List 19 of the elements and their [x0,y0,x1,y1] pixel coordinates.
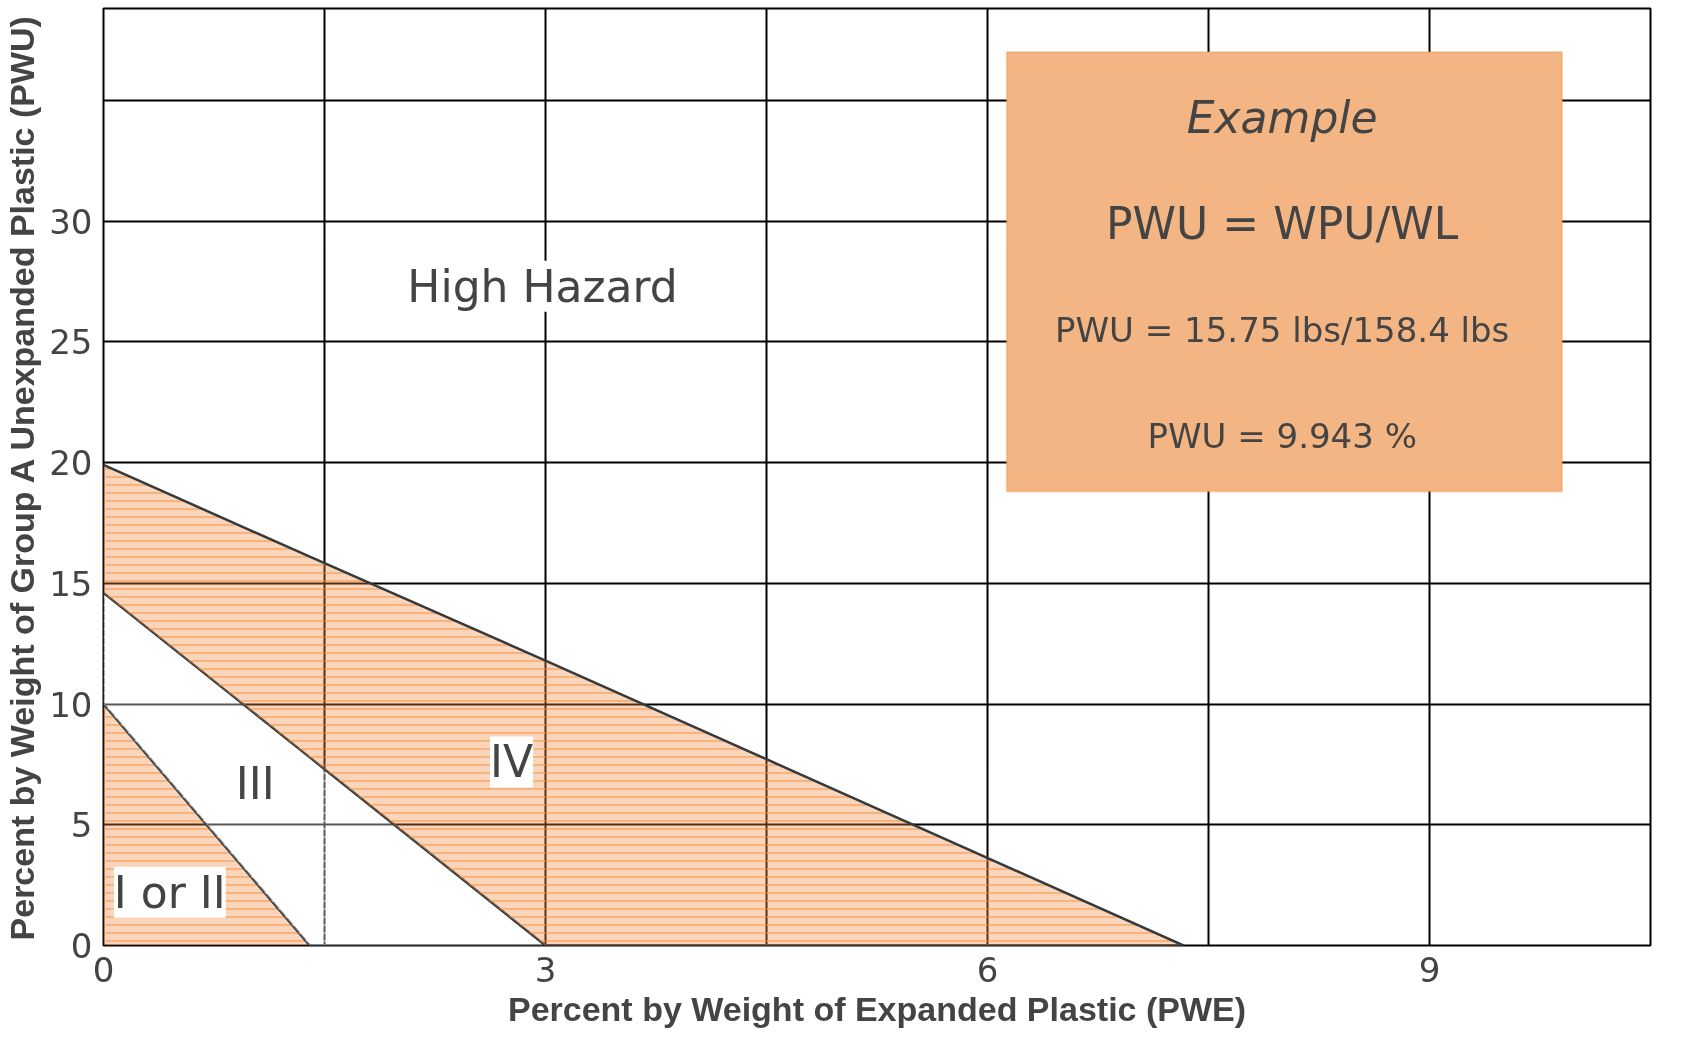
annotation: PWU = 9.943 % [1147,415,1417,456]
annotation: Example [1186,91,1378,143]
annotation: PWU = 15.75 lbs/158.4 lbs [1055,309,1510,350]
x-axis-title: Percent by Weight of Expanded Plastic (PWE) [507,989,1247,1028]
y-tick-label: 25 [49,322,93,363]
y-tick-label: 5 [70,805,93,846]
x-tick-label: 3 [534,949,557,990]
annotation: PWU = WPU/WL [1106,197,1459,249]
x-tick-label: 9 [1418,949,1441,990]
x-tick-label: 6 [976,949,999,990]
annotation: IV [490,736,534,788]
annotation: III [235,758,275,810]
y-axis-title: Percent by Weight of Group A Unexpanded Plastic (PWU) [3,16,42,941]
y-tick-label: 20 [49,443,93,484]
y-tick-label: 15 [49,563,93,604]
annotation: I or II [113,866,226,918]
y-tick-label: 30 [49,201,93,242]
annotation: High Hazard [407,260,678,312]
y-tick-label: 10 [49,684,93,725]
